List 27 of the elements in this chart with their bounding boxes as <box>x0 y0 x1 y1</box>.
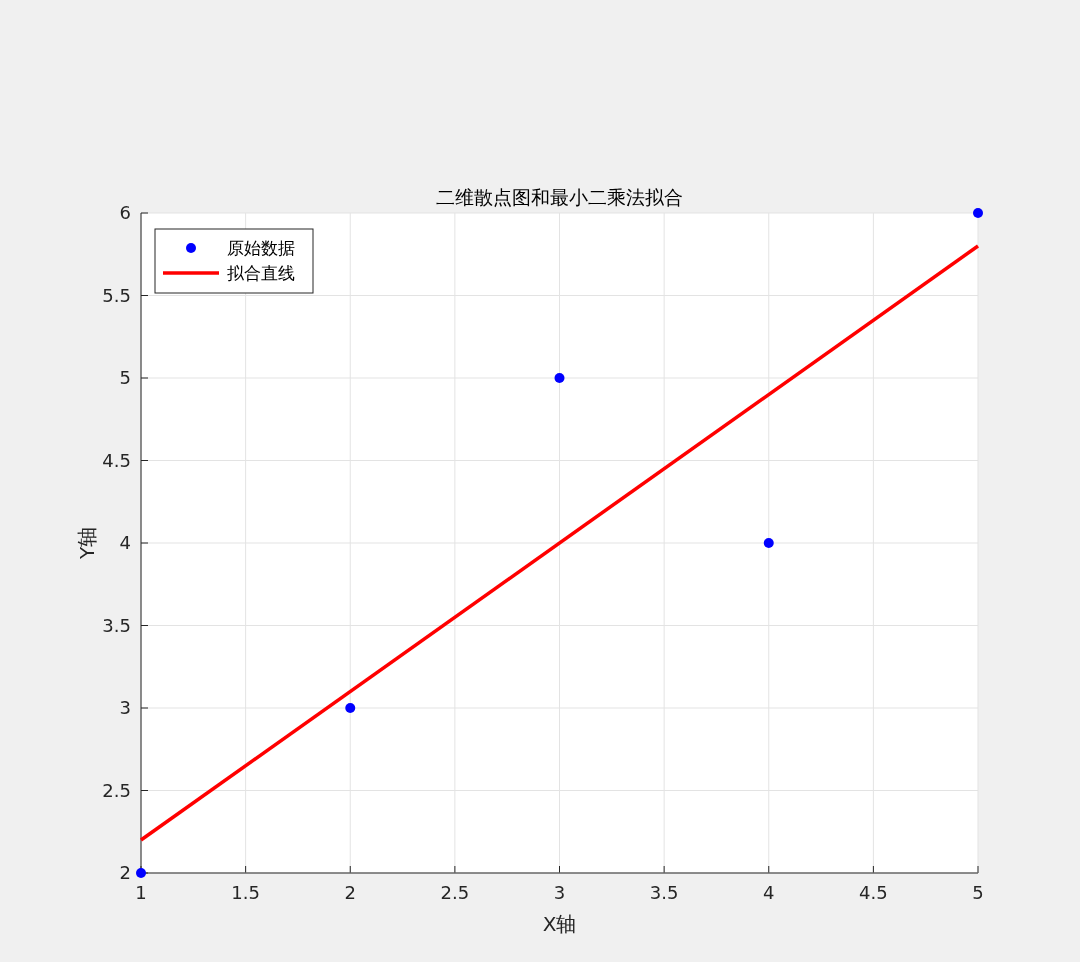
x-tick-label: 1.5 <box>231 882 260 903</box>
y-tick-label: 4 <box>119 532 131 553</box>
legend-label: 原始数据 <box>227 238 295 258</box>
x-tick-label: 1 <box>135 882 147 903</box>
x-tick-label: 5 <box>972 882 984 903</box>
y-tick-label: 2.5 <box>102 779 131 801</box>
x-tick-label: 3.5 <box>649 882 679 903</box>
point <box>345 703 356 713</box>
point <box>973 208 983 218</box>
y-tick-label: 3.5 <box>102 614 131 636</box>
y-tick-label: 2 <box>119 862 131 883</box>
legend-label: 拟合直线 <box>227 263 295 283</box>
y-tick-label: 5 <box>119 367 131 388</box>
x-tick-label: 2 <box>344 882 356 903</box>
x-tick-label: 4 <box>763 882 775 903</box>
y-tick-label: 4.5 <box>102 449 131 471</box>
y-tick-label: 3 <box>119 697 131 718</box>
y-tick-label: 6 <box>119 202 131 223</box>
x-tick-label: 2.5 <box>440 882 470 903</box>
y-axis-title: Y轴 <box>75 526 99 561</box>
x-tick-label: 3 <box>553 882 566 903</box>
y-tick-label: 5.5 <box>102 284 131 306</box>
point <box>763 538 774 548</box>
x-axis-title: X轴 <box>542 912 577 936</box>
x-tick-label: 4.5 <box>859 882 888 903</box>
chart-title: 二维散点图和最小二乘法拟合 <box>436 186 683 208</box>
point <box>554 373 565 383</box>
